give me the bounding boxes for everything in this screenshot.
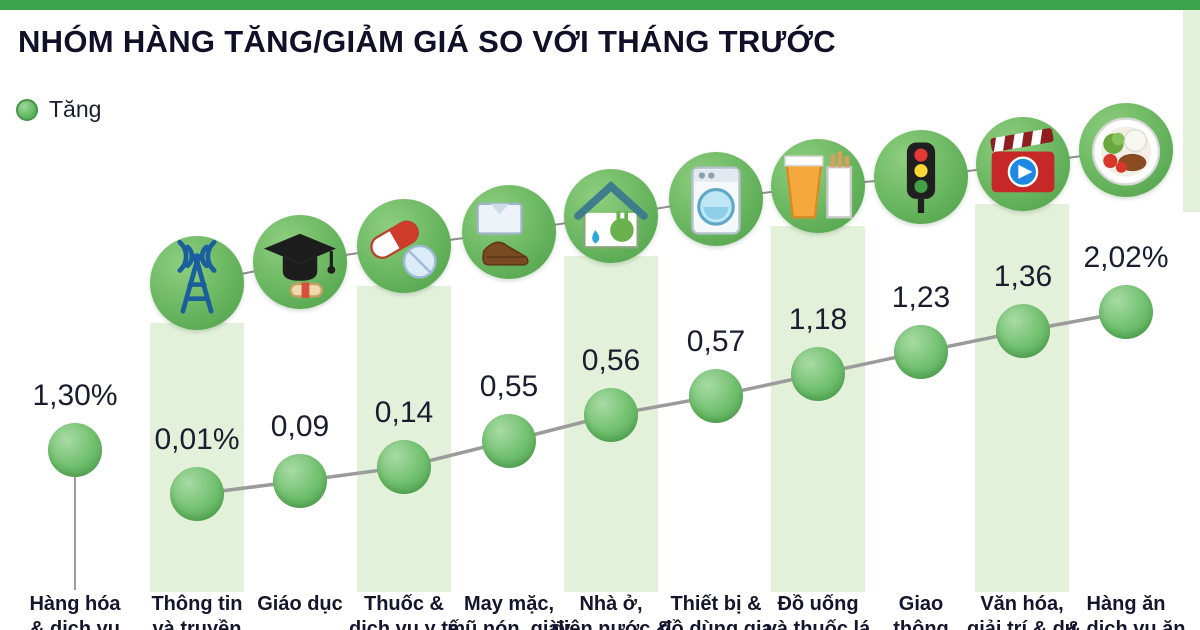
data-point <box>377 440 431 494</box>
traffic-light-icon <box>874 130 968 224</box>
washing-machine-icon <box>669 152 763 246</box>
category-label: Thiết bị &đồ dùng gia đình <box>659 593 773 630</box>
category-label: Hàng ăn& dịch vụ ăn uống <box>1066 593 1186 630</box>
legend: Tăng <box>16 96 101 123</box>
value-label: 1,23 <box>891 281 951 314</box>
data-point <box>791 347 845 401</box>
top-accent-bar <box>0 0 1200 10</box>
value-label: 0,55 <box>479 370 539 403</box>
data-point <box>689 369 743 423</box>
legend-label: Tăng <box>49 96 102 122</box>
value-label: 0,14 <box>374 396 434 429</box>
cinema-clapper-icon <box>976 117 1070 211</box>
house-utilities-icon <box>564 169 658 263</box>
medicine-icon <box>357 199 451 293</box>
beverages-icon <box>771 139 865 233</box>
data-point <box>170 467 224 521</box>
category-label: Đồ uống và thuốc lá <box>765 593 871 630</box>
data-point <box>894 325 948 379</box>
category-label: Thuốc & dịch vụ y tế <box>348 593 460 630</box>
food-plate-icon <box>1079 103 1173 197</box>
data-point <box>48 423 102 477</box>
category-label: May mặc,mũ nón, giày dép <box>447 593 571 630</box>
value-label: 0,56 <box>581 344 641 377</box>
clothing-icon <box>462 185 556 279</box>
category-label: Giáo dục <box>257 593 343 615</box>
value-label: 0,01% <box>154 423 240 456</box>
value-label: 1,36 <box>993 260 1053 293</box>
data-point <box>273 454 327 508</box>
category-label: Văn hóa,giải trí & du lịch <box>967 593 1077 630</box>
radio-tower-icon <box>150 236 244 330</box>
decor-strip <box>1183 10 1200 212</box>
value-label: 0,09 <box>270 410 330 443</box>
data-point <box>482 414 536 468</box>
column-highlight <box>357 286 451 592</box>
data-point <box>1099 285 1153 339</box>
increase-dot-icon <box>16 98 38 121</box>
data-point <box>584 388 638 442</box>
category-label: Hàng hóa& dịch vụ khác <box>29 593 121 630</box>
chart-title: NHÓM HÀNG TĂNG/GIẢM GIÁ SO VỚI THÁNG TRƯ… <box>18 24 836 59</box>
value-label: 0,57 <box>686 325 746 358</box>
category-label: Giao thông <box>893 593 949 630</box>
category-label: Nhà ở,điện nước & VLXD <box>551 593 671 630</box>
value-label: 1,18 <box>788 303 848 336</box>
value-label: 1,30% <box>32 379 118 412</box>
graduation-cap-icon <box>253 215 347 309</box>
value-label: 2,02% <box>1083 241 1169 274</box>
data-point <box>996 304 1050 358</box>
